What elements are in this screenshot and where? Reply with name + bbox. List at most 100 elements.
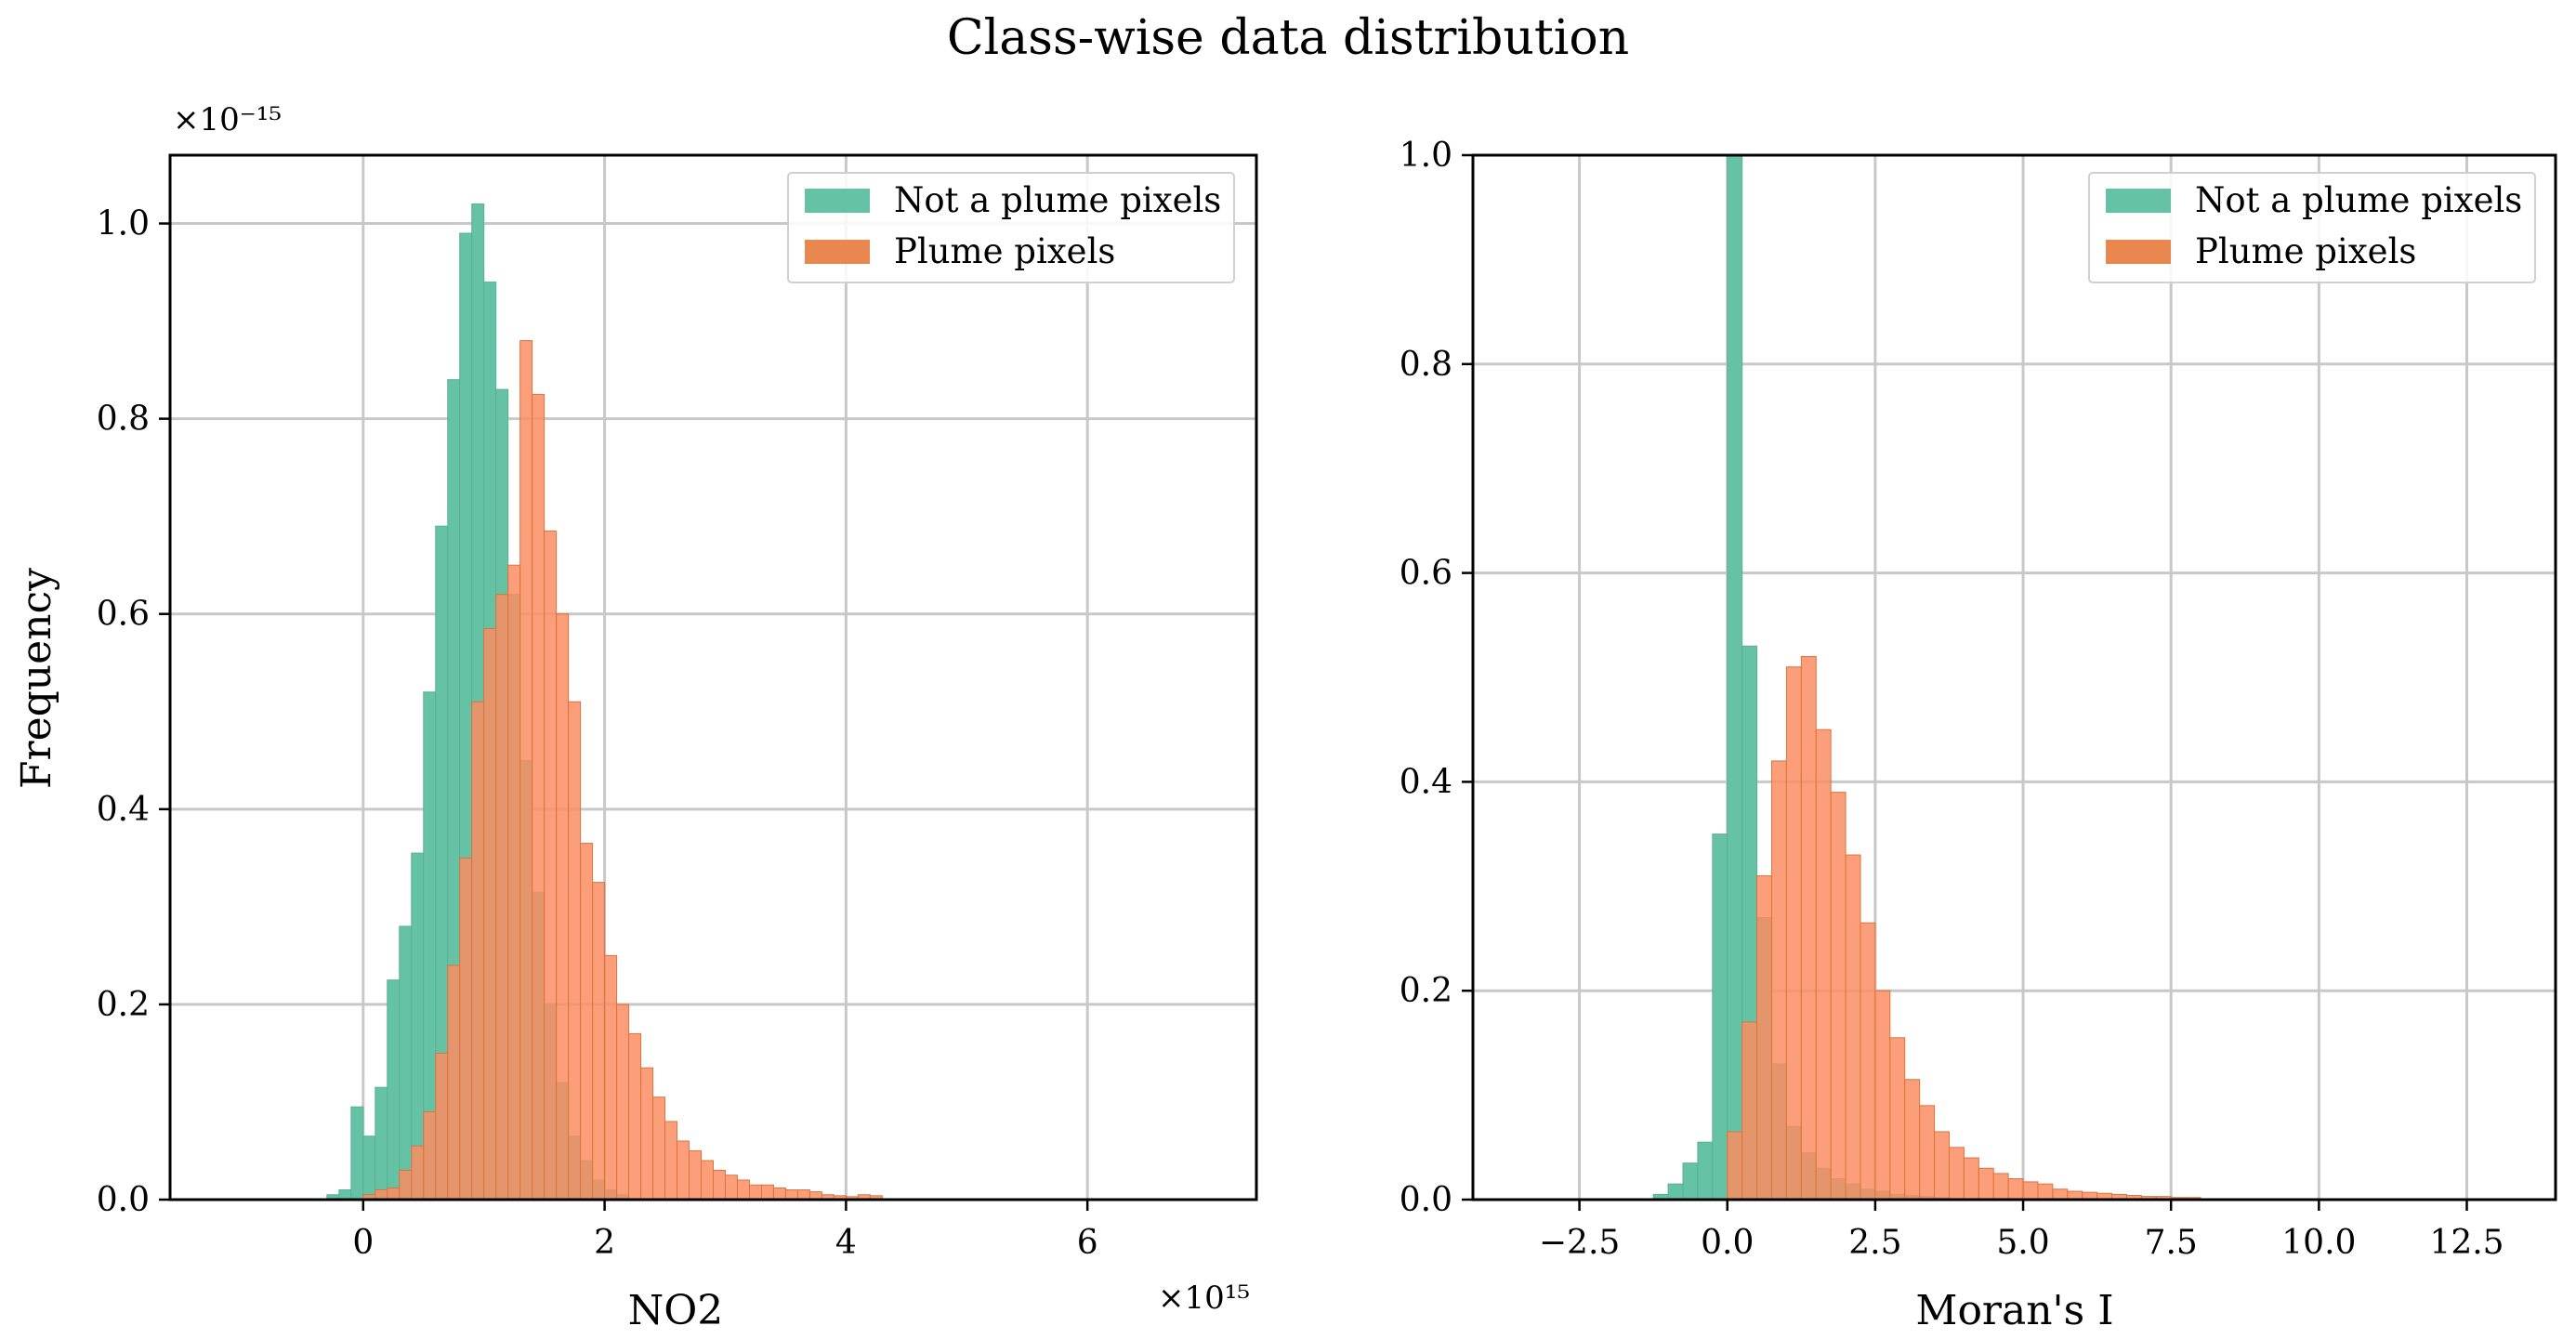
bar-plume: [628, 1032, 642, 1201]
bar-not-plume: [1667, 1183, 1684, 1201]
x-tick-label: 0: [352, 1224, 374, 1262]
x-tick-label: 10.0: [2281, 1224, 2356, 1262]
bar-plume: [1741, 1021, 1758, 1201]
bar-plume: [459, 857, 473, 1201]
y-tick-label: 0.6: [97, 596, 150, 634]
bar-plume: [532, 393, 545, 1201]
bar-plume: [736, 1179, 750, 1201]
bar-not-plume: [399, 925, 413, 1201]
bar-plume: [664, 1121, 678, 1201]
bar-plume: [519, 340, 533, 1201]
bar-plume: [616, 1004, 630, 1201]
bar-plume: [652, 1096, 666, 1201]
bar-plume: [2022, 1181, 2039, 1201]
bar-plume: [1963, 1157, 1979, 1201]
y-tick-label: 1.0: [97, 205, 150, 243]
bar-plume: [1845, 854, 1861, 1201]
y-offset-label: ×10⁻¹⁵: [173, 101, 282, 138]
bar-plume: [1770, 760, 1787, 1201]
bar-plume: [2007, 1178, 2024, 1201]
bar-plume: [387, 1187, 401, 1201]
bar-not-plume: [1682, 1162, 1699, 1201]
x-tick-label: 12.5: [2429, 1224, 2504, 1262]
legend-label-not-plume: Not a plume pixels: [2195, 180, 2522, 220]
legend-swatch-not-plume: [2106, 189, 2171, 213]
bar-plume: [604, 954, 618, 1201]
bar-not-plume: [338, 1188, 352, 1201]
bar-plume: [640, 1067, 654, 1201]
bar-plume: [748, 1184, 762, 1201]
x-tick-label: 7.5: [2145, 1224, 2198, 1262]
bar-plume: [1874, 990, 1891, 1201]
bar-plume: [1904, 1079, 1921, 1201]
bar-plume: [1978, 1167, 1994, 1201]
bar-plume: [701, 1160, 714, 1201]
bar-plume: [1785, 666, 1802, 1201]
y-tick-labels: 0.0 0.2 0.4 0.6 0.8 1.0: [97, 205, 170, 1219]
x-offset-label: ×10¹⁵: [1158, 1280, 1250, 1317]
bar-plume: [2052, 1188, 2069, 1201]
axes-frame: [1471, 153, 2557, 1201]
bar-plume: [772, 1187, 786, 1201]
legend-label-not-plume: Not a plume pixels: [894, 180, 1221, 220]
bar-plume: [1934, 1131, 1950, 1201]
y-tick-label: 0.2: [97, 986, 150, 1024]
bar-not-plume: [375, 1086, 388, 1201]
bar-plume: [568, 701, 582, 1201]
x-tick-label: 0.0: [1701, 1224, 1754, 1262]
series-plume-bars: [362, 340, 883, 1201]
bar-plume: [784, 1188, 798, 1201]
chart-morans-i: −2.5 0.0 2.5 5.0 7.5 10.0 12.5 0.0 0.2 0.4 0.6 0.8…: [1400, 137, 2557, 1334]
x-tick-labels: 0 2 4 6: [352, 1200, 1098, 1262]
y-tick-label: 0.2: [1400, 972, 1452, 1010]
legend: Not a plume pixels Plume pixels: [2088, 172, 2536, 283]
y-axis-label: Frequency: [13, 568, 60, 789]
grid-lines: [1473, 153, 2556, 1201]
bar-not-plume: [1697, 1141, 1714, 1201]
bar-plume: [760, 1184, 774, 1201]
bar-plume: [375, 1188, 388, 1201]
bar-not-plume: [350, 1106, 364, 1201]
x-axis-label: Moran's I: [1915, 1287, 2113, 1334]
bar-plume: [1992, 1173, 2009, 1201]
bar-plume: [1860, 922, 1876, 1201]
bar-plume: [1919, 1105, 1936, 1201]
x-tick-label: −2.5: [1539, 1224, 1620, 1262]
figure-title: Class-wise data distribution: [947, 10, 1629, 66]
y-tick-label: 0.4: [97, 791, 150, 829]
legend: Not a plume pixels Plume pixels: [787, 172, 1235, 283]
y-tick-label: 0.8: [1400, 346, 1452, 384]
bar-plume: [1815, 729, 1832, 1201]
bar-not-plume: [387, 979, 401, 1201]
chart-no2: 0 2 4 6 0.0 0.2 0.4 0.6 0.8 1.0 NO2 Frequency ×1…: [13, 101, 1258, 1334]
y-tick-label: 0.6: [1400, 555, 1452, 593]
bar-plume: [447, 965, 461, 1201]
grid-lines: [170, 155, 1256, 1201]
bar-plume: [1948, 1147, 1965, 1201]
x-axis-label: NO2: [628, 1287, 724, 1334]
bar-not-plume: [1727, 154, 1743, 1201]
bar-plume: [1800, 656, 1817, 1201]
x-tick-label: 2.5: [1848, 1224, 1901, 1262]
bar-plume: [1727, 1131, 1743, 1201]
bar-plume: [1830, 792, 1847, 1201]
x-tick-label: 5.0: [1996, 1224, 2049, 1262]
x-tick-label: 2: [594, 1224, 615, 1262]
bar-plume: [2037, 1183, 2054, 1201]
bar-plume: [580, 843, 594, 1201]
bar-plume: [796, 1188, 810, 1201]
bar-not-plume: [362, 1136, 376, 1201]
y-tick-label: 0.0: [1400, 1181, 1452, 1219]
bar-plume: [592, 882, 606, 1201]
bar-plume: [556, 613, 570, 1201]
bar-plume: [423, 1110, 437, 1201]
bar-plume: [677, 1140, 690, 1201]
legend-label-plume: Plume pixels: [2195, 231, 2416, 271]
legend-swatch-not-plume: [805, 189, 870, 213]
y-tick-label: 0.8: [97, 400, 150, 439]
series-plume-bars: [1727, 656, 2201, 1201]
legend-box: [2088, 172, 2536, 283]
bar-plume: [724, 1175, 738, 1201]
bar-plume: [713, 1169, 726, 1201]
